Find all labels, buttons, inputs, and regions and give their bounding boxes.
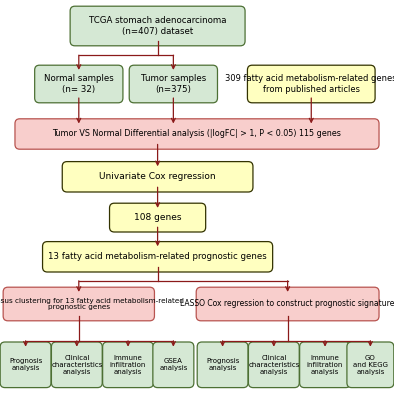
Text: Prognosis
analysis: Prognosis analysis	[206, 358, 239, 371]
Text: Clinical
characteristics
analysis: Clinical characteristics analysis	[51, 355, 102, 375]
FancyBboxPatch shape	[102, 342, 153, 388]
FancyBboxPatch shape	[248, 342, 299, 388]
FancyBboxPatch shape	[15, 119, 379, 149]
Text: Univariate Cox regression: Univariate Cox regression	[99, 172, 216, 181]
Text: Immune
infiltration
analysis: Immune infiltration analysis	[307, 355, 343, 375]
FancyBboxPatch shape	[197, 342, 248, 388]
FancyBboxPatch shape	[299, 342, 350, 388]
Text: 13 fatty acid metabolism-related prognostic genes: 13 fatty acid metabolism-related prognos…	[48, 252, 267, 261]
Text: Tumor VS Normal Differential analysis (|logFC| > 1, P < 0.05) 115 genes: Tumor VS Normal Differential analysis (|…	[52, 130, 342, 138]
Text: Immune
infiltration
analysis: Immune infiltration analysis	[110, 355, 146, 375]
Text: GSEA
analysis: GSEA analysis	[159, 358, 188, 371]
FancyBboxPatch shape	[3, 287, 154, 321]
Text: Clinical
characteristics
analysis: Clinical characteristics analysis	[248, 355, 299, 375]
FancyBboxPatch shape	[0, 342, 51, 388]
Text: GO
and KEGG
analysis: GO and KEGG analysis	[353, 355, 388, 375]
FancyBboxPatch shape	[43, 242, 273, 272]
FancyBboxPatch shape	[62, 162, 253, 192]
FancyBboxPatch shape	[153, 342, 194, 388]
Text: Prognosis
analysis: Prognosis analysis	[9, 358, 42, 371]
Text: 309 fatty acid metabolism-related genes
from published articles: 309 fatty acid metabolism-related genes …	[225, 74, 394, 94]
FancyBboxPatch shape	[247, 65, 375, 103]
Text: Tumor samples
(n=375): Tumor samples (n=375)	[141, 74, 206, 94]
Text: LASSO Cox regression to construct prognostic signature: LASSO Cox regression to construct progno…	[180, 300, 394, 308]
FancyBboxPatch shape	[51, 342, 102, 388]
FancyBboxPatch shape	[196, 287, 379, 321]
FancyBboxPatch shape	[70, 6, 245, 46]
Text: Normal samples
(n= 32): Normal samples (n= 32)	[44, 74, 114, 94]
FancyBboxPatch shape	[347, 342, 394, 388]
FancyBboxPatch shape	[129, 65, 217, 103]
FancyBboxPatch shape	[35, 65, 123, 103]
Text: TCGA stomach adenocarcinoma
(n=407) dataset: TCGA stomach adenocarcinoma (n=407) data…	[89, 16, 226, 36]
Text: Consensus clustering for 13 fatty acid metabolism-related
prognostic genes: Consensus clustering for 13 fatty acid m…	[0, 298, 184, 310]
Text: 108 genes: 108 genes	[134, 213, 181, 222]
FancyBboxPatch shape	[110, 203, 206, 232]
